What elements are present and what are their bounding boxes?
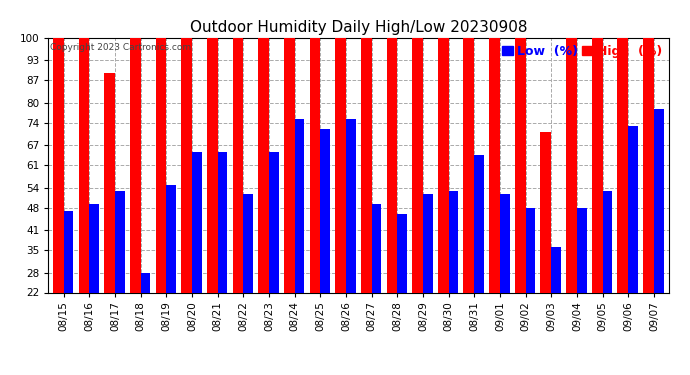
Bar [397,214,407,292]
Bar [104,74,115,292]
Bar [474,155,484,292]
Bar [551,247,561,292]
Bar [53,38,63,292]
Bar [602,191,612,292]
Bar [244,194,253,292]
Bar [269,152,279,292]
Bar [489,38,500,292]
Bar [654,110,664,292]
Bar [233,38,244,292]
Bar [90,204,99,292]
Bar [448,191,458,292]
Bar [526,207,535,292]
Bar [438,38,449,292]
Bar [284,38,295,292]
Bar [335,38,346,292]
Bar [577,207,586,292]
Bar [515,38,526,292]
Bar [500,194,510,292]
Title: Outdoor Humidity Daily High/Low 20230908: Outdoor Humidity Daily High/Low 20230908 [190,20,528,35]
Bar [115,191,125,292]
Bar [155,38,166,292]
Bar [63,211,73,292]
Bar [412,38,423,292]
Bar [207,38,217,292]
Bar [217,152,228,292]
Bar [618,38,628,292]
Bar [566,38,577,292]
Bar [79,38,90,292]
Bar [643,38,654,292]
Bar [141,273,150,292]
Text: Copyright 2023 Cartronics.com: Copyright 2023 Cartronics.com [50,43,190,52]
Bar [258,38,269,292]
Bar [320,129,330,292]
Bar [464,38,474,292]
Bar [628,126,638,292]
Bar [166,184,176,292]
Bar [130,38,141,292]
Bar [181,38,192,292]
Bar [423,194,433,292]
Bar [386,38,397,292]
Bar [592,38,602,292]
Bar [310,38,320,292]
Bar [192,152,201,292]
Bar [361,38,372,292]
Bar [295,119,304,292]
Bar [540,132,551,292]
Bar [372,204,382,292]
Bar [346,119,356,292]
Legend: Low  (%), High  (%): Low (%), High (%) [500,44,663,59]
